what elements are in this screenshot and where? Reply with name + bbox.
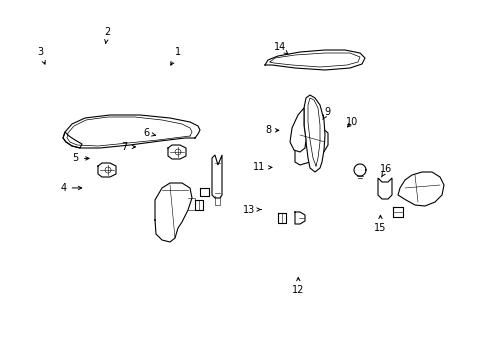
Text: 2: 2 [104,27,110,43]
Polygon shape [397,172,443,206]
Text: 1: 1 [170,47,181,65]
Text: 6: 6 [143,128,155,138]
Text: 16: 16 [379,164,392,177]
Text: 14: 14 [273,42,288,55]
Polygon shape [294,128,327,165]
Text: 13: 13 [243,204,261,215]
Text: 11: 11 [252,162,271,172]
Text: 7: 7 [122,142,135,152]
Text: 12: 12 [291,278,304,295]
Text: 3: 3 [37,47,45,64]
Polygon shape [304,95,325,172]
Text: 4: 4 [61,183,81,193]
Polygon shape [289,108,305,152]
Text: 10: 10 [345,117,358,127]
Polygon shape [63,132,82,148]
Text: 8: 8 [264,125,278,135]
Text: 5: 5 [73,153,89,163]
Text: 15: 15 [373,215,386,233]
Text: 9: 9 [322,107,330,120]
Polygon shape [212,155,222,198]
Polygon shape [377,178,391,199]
